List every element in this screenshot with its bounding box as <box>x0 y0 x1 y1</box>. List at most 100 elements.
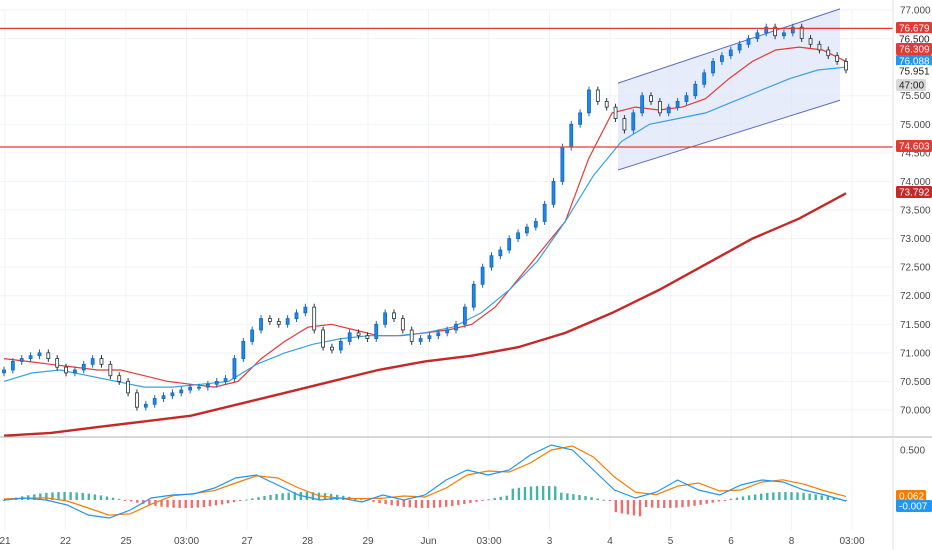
histogram-bar <box>87 493 91 500</box>
price-tick-label: 73.500 <box>900 206 931 217</box>
candle-body <box>631 112 636 131</box>
histogram-bar <box>402 500 405 507</box>
histogram-bar <box>51 492 54 500</box>
histogram-bar <box>753 494 757 500</box>
candle-body <box>702 72 707 85</box>
histogram-bar <box>45 492 48 500</box>
candle-body <box>259 318 263 331</box>
histogram-bar <box>226 500 230 504</box>
time-tick-label: 22 <box>60 536 72 547</box>
price-tick-label: 70.000 <box>900 406 931 417</box>
candle-body <box>241 341 246 359</box>
histogram-bar <box>644 500 648 508</box>
candle-body <box>595 89 600 102</box>
time-tick-label: 29 <box>362 536 374 547</box>
time-tick-label: 03:00 <box>839 536 864 547</box>
histogram-bar <box>99 495 103 500</box>
candle-body <box>666 106 671 114</box>
price-tick-label: 71.000 <box>900 348 931 359</box>
histogram-bar <box>675 500 678 508</box>
candle-body <box>782 32 786 37</box>
moving-average-line <box>3 66 847 388</box>
histogram-bar <box>741 496 745 500</box>
histogram-bar <box>505 495 508 500</box>
histogram-bar <box>560 492 563 500</box>
candle-body <box>37 352 42 357</box>
histogram-bar <box>445 500 448 507</box>
histogram-bar <box>602 499 605 501</box>
candle-body <box>46 352 51 359</box>
candle-body <box>675 101 680 108</box>
candle-body <box>622 118 627 131</box>
candle-body <box>498 249 503 257</box>
candle-body <box>223 378 228 382</box>
candle-body <box>197 386 201 389</box>
histogram-bar <box>493 497 496 500</box>
histogram-bar <box>39 493 42 500</box>
price-badge <box>896 65 932 77</box>
histogram-bar <box>541 486 545 500</box>
candle-body <box>152 398 157 405</box>
histogram-bar <box>669 500 672 508</box>
histogram-bar <box>681 500 684 508</box>
candle-body <box>507 238 512 251</box>
histogram-bar <box>578 495 581 500</box>
candle-body <box>489 255 494 268</box>
histogram-bar <box>136 500 139 503</box>
candle-body <box>338 341 343 351</box>
histogram-bar <box>438 500 442 508</box>
price-tick-label: 71.500 <box>900 320 931 331</box>
histogram-bar <box>184 500 187 508</box>
histogram-bar <box>293 492 296 500</box>
candle-body <box>560 146 565 182</box>
candle-body <box>755 32 760 39</box>
candle-body <box>135 392 139 408</box>
histogram-bar <box>554 486 557 500</box>
price-tick-label: 75.000 <box>900 120 931 131</box>
histogram-bar <box>723 500 727 501</box>
histogram-bar <box>384 500 387 505</box>
histogram-bar <box>693 500 696 506</box>
histogram-bar <box>832 497 836 500</box>
horizontal-levels[interactable] <box>0 27 893 148</box>
histogram-bar <box>172 500 175 508</box>
candle-body <box>374 323 379 339</box>
candle-body <box>356 332 361 337</box>
candle-body <box>764 26 769 34</box>
moving-average-line <box>3 192 847 437</box>
histogram-bar <box>420 500 424 508</box>
histogram-bar <box>232 500 236 503</box>
macd-line <box>3 444 847 519</box>
histogram-bar <box>826 496 830 500</box>
histogram-bar <box>650 500 654 508</box>
histogram-bar <box>711 500 714 503</box>
histogram-bar <box>378 500 381 504</box>
histogram-bar <box>566 493 569 500</box>
histogram-bar <box>251 498 254 500</box>
candle-body <box>711 61 715 74</box>
price-badge-label: 74.603 <box>899 142 930 153</box>
time-axis[interactable]: 21 22 25 03:00 27 28 29 Jun 03:00 3 4 5 6 8 03:00 <box>0 536 865 547</box>
histogram-bar <box>33 494 36 500</box>
histogram-bar <box>57 492 60 500</box>
histogram-bar <box>457 500 460 506</box>
histogram-bar <box>463 500 466 505</box>
histogram-bar <box>214 500 218 506</box>
histogram-bar <box>69 492 72 500</box>
histogram-bar <box>245 499 248 501</box>
candle-body <box>737 43 742 51</box>
histogram-bar <box>608 500 611 501</box>
histogram-bar <box>717 500 720 502</box>
oscillator-badge <box>896 490 926 502</box>
grid <box>0 9 893 530</box>
price-badge <box>896 55 932 67</box>
candle-body <box>516 232 520 239</box>
histogram-bar <box>735 497 739 500</box>
histogram-bar <box>729 498 733 500</box>
candle-body <box>418 338 423 342</box>
oscillator-badge-label: -0.007 <box>899 502 928 513</box>
channel-lower-line <box>617 99 841 171</box>
candle-body <box>330 346 334 351</box>
candle-body <box>613 106 618 119</box>
